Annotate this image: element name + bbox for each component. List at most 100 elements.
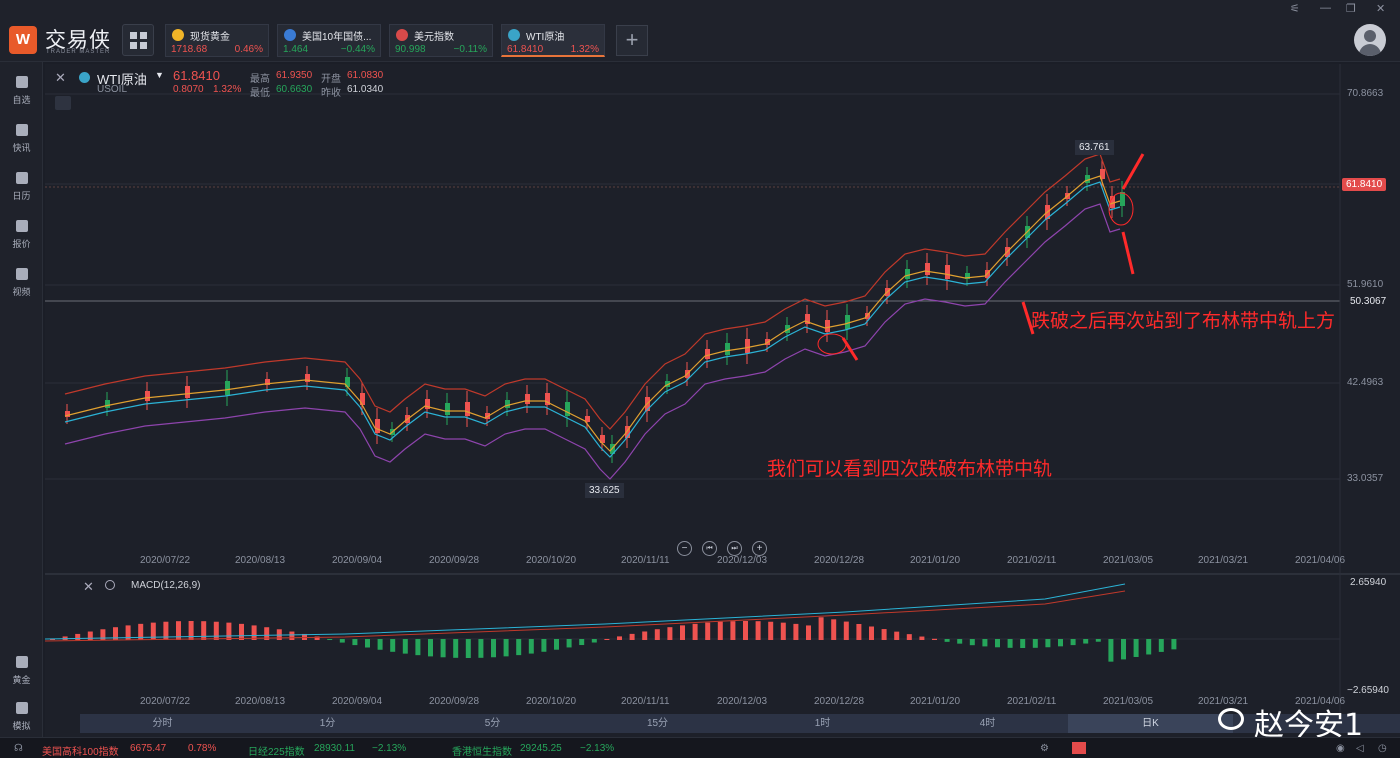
quote-tab[interactable]: 美国10年国债... 1.464 −0.44% [277, 24, 381, 57]
candle-body [945, 265, 950, 279]
quote-tab-name: 美国10年国债... [302, 32, 372, 43]
logo-icon: W [9, 26, 37, 54]
candle-body [705, 349, 710, 359]
date-axis-label: 2021/03/05 [1103, 555, 1154, 566]
macd-histogram-bar [302, 633, 307, 640]
price-axis-label: 70.8663 [1347, 88, 1384, 99]
sidebar-item-calendar[interactable]: 日历 [0, 164, 43, 208]
macd-histogram-bar [503, 639, 509, 657]
minimize-icon[interactable]: — [1320, 2, 1331, 14]
layout-grid-button[interactable] [122, 24, 154, 56]
zoom-out-button[interactable]: − [677, 541, 692, 556]
macd-histogram-bar [969, 639, 975, 646]
ticker-name[interactable]: 日经225指数 [248, 747, 305, 758]
instrument-name[interactable]: WTI原油 [97, 72, 147, 87]
camera-icon[interactable]: ◉ [1336, 743, 1345, 754]
ticker-value: 28930.11 [314, 743, 355, 754]
indicator-settings-icon[interactable] [105, 580, 115, 590]
candle-body [185, 386, 190, 398]
ticker-name[interactable]: 香港恒生指数 [452, 747, 512, 758]
macd-histogram-bar [264, 627, 270, 640]
tray-tool-icon[interactable]: ⚙ [1040, 743, 1049, 754]
candlestick-chart[interactable] [45, 64, 1400, 714]
date-axis-label: 2021/03/05 [1103, 696, 1154, 707]
quote-tab[interactable]: 美元指数 90.998 −0.11% [389, 24, 493, 57]
macd-histogram-bar [730, 621, 736, 640]
add-tab-button[interactable]: + [616, 25, 648, 56]
ticker-name[interactable]: 美国高科100指数 [42, 747, 119, 758]
close-window-icon[interactable]: ✕ [1376, 3, 1386, 15]
macd-histogram-bar [591, 639, 597, 643]
quote-tab-change: −0.11% [453, 44, 487, 55]
instrument-code: USOIL [97, 84, 128, 95]
avatar[interactable] [1354, 24, 1386, 56]
annotation-circle [817, 333, 847, 355]
wallet-icon [15, 702, 28, 714]
macd-histogram-bar [793, 623, 799, 640]
annotation-secondary: 跌破之后再次站到了布林带中轨上方 [1031, 310, 1336, 332]
quote-tab-price: 90.998 [395, 44, 426, 55]
sidebar-item-quotes[interactable]: 报价 [0, 212, 43, 256]
candle-body [105, 400, 110, 408]
quote-tab-price: 1718.68 [171, 44, 208, 55]
quote-tab[interactable]: 现货黄金 1718.68 0.46% [165, 24, 269, 57]
date-axis-label: 2021/04/06 [1295, 555, 1346, 566]
mute-icon[interactable]: ◁ [1356, 743, 1364, 754]
macd-histogram-bar [667, 627, 673, 640]
macd-axis-top: 2.65940 [1350, 577, 1387, 588]
headset-icon[interactable]: ☊ [14, 743, 23, 754]
timeframe-tab[interactable]: 4时 [979, 718, 996, 729]
clock-icon[interactable]: ◷ [1378, 743, 1387, 754]
macd-histogram-bar [453, 639, 459, 658]
quote-tab[interactable]: WTI原油 61.8410 1.32% [501, 24, 605, 57]
macd-histogram-bar [932, 638, 937, 640]
timeframe-tab[interactable]: 1时 [814, 718, 831, 729]
chevron-down-icon[interactable]: ▼ [155, 70, 164, 80]
sidebar-item-video[interactable]: 视频 [0, 260, 43, 304]
ticker-change: −2.13% [580, 743, 615, 754]
timeframe-bar: 分时 1分 5分 15分 1时 4时 日K [80, 714, 1400, 733]
news-icon [15, 124, 28, 136]
date-axis-label: 2020/11/11 [621, 696, 670, 707]
macd-histogram-bar [692, 623, 698, 640]
macd-histogram-bar [188, 621, 194, 640]
sidebar-item-simulate[interactable]: 模拟 [0, 694, 43, 738]
low-value: 60.6630 [276, 84, 313, 95]
candle-body [825, 320, 830, 332]
candle-body [1085, 175, 1090, 183]
maximize-icon[interactable]: ❐ [1346, 3, 1356, 15]
date-axis-label: 2020/10/20 [526, 696, 577, 707]
macd-histogram-bar [755, 621, 761, 640]
close-indicator-icon[interactable]: ✕ [83, 579, 94, 594]
timeframe-tab[interactable]: 1分 [319, 718, 336, 729]
sidebar-item-news[interactable]: 快讯 [0, 116, 43, 160]
quote-tab-name: WTI原油 [526, 32, 565, 43]
ime-icon[interactable] [1072, 742, 1086, 754]
quote-tab-icon [172, 29, 184, 41]
price-axis-label: 33.0357 [1347, 473, 1384, 484]
macd-histogram-bar [465, 639, 471, 658]
macd-histogram-bar [163, 621, 169, 640]
ticker-value: 6675.47 [130, 743, 167, 754]
timeframe-tab[interactable]: 5分 [484, 718, 501, 729]
prev-close-value: 61.0340 [347, 84, 384, 95]
close-chart-icon[interactable]: ✕ [55, 70, 66, 85]
ticker-change: −2.13% [372, 743, 407, 754]
scroll-end-button[interactable]: ⏭ [727, 541, 742, 556]
macd-histogram-bar [365, 639, 370, 648]
chart-panel[interactable]: ✕ WTI原油 ▼ USOIL 61.8410 0.8070 1.32% 最高 … [45, 64, 1400, 737]
timeframe-tab[interactable]: 分时 [152, 718, 173, 729]
sidebar-item-watchlist[interactable]: 自选 [0, 68, 43, 112]
timeframe-tab[interactable]: 日K [1068, 714, 1233, 733]
date-axis-label: 2020/12/28 [814, 555, 865, 566]
sidebar-item-gold[interactable]: 黄金 [0, 648, 43, 692]
date-axis-label: 2021/02/11 [1007, 555, 1057, 566]
timeframe-tab[interactable]: 15分 [646, 718, 669, 729]
candle-body [375, 419, 380, 433]
date-axis-label: 2020/10/20 [526, 555, 577, 566]
logo-subtitle: TRADER MASTER [46, 49, 111, 55]
scroll-start-button[interactable]: ⏮ [702, 541, 717, 556]
zoom-in-button[interactable]: + [752, 541, 767, 556]
draw-tool-icon[interactable] [55, 96, 71, 110]
pin-icon[interactable]: ⚟ [1290, 3, 1300, 15]
